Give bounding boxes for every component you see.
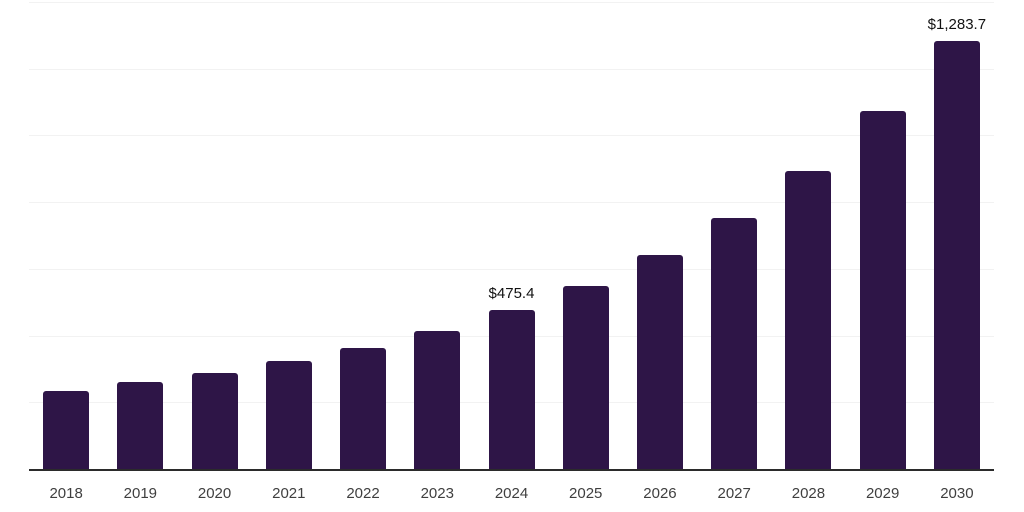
x-axis-line (29, 469, 994, 471)
bar-2023 (414, 330, 461, 469)
x-tick-label-2019: 2019 (123, 485, 158, 502)
x-tick-label-2022: 2022 (346, 485, 380, 502)
x-tick-label-2028: 2028 (791, 485, 826, 502)
x-tick-label-2025: 2025 (569, 485, 603, 502)
data-label-2024: $475.4 (488, 285, 535, 303)
x-tick-label-2021: 2021 (272, 485, 306, 502)
bar-2026 (636, 254, 683, 469)
bar-2027 (711, 217, 758, 469)
x-tick-label-2029: 2029 (865, 485, 900, 502)
x-tick-label-2026: 2026 (643, 485, 677, 502)
bar-2018 (43, 390, 90, 469)
bar-2028 (785, 171, 832, 469)
x-tick-label-2018: 2018 (49, 485, 83, 502)
gridline (29, 68, 994, 70)
gridline (29, 268, 994, 270)
gridline (29, 202, 994, 204)
x-axis-labels: 2018 2019 2020 2021 2022 2023 2024 2025 2026 2027… (29, 484, 994, 504)
bar-2022 (340, 347, 387, 469)
gridline (29, 2, 994, 3)
x-tick-label-2020: 2020 (197, 485, 232, 502)
plot-area: $475.4 $1,283.7 (29, 2, 994, 469)
x-tick-label-2030: 2030 (940, 485, 974, 502)
bar-2021 (265, 360, 312, 469)
x-tick-label-2024: 2024 (494, 485, 529, 502)
data-label-2030: $1,283.7 (927, 15, 987, 33)
gridline (29, 135, 994, 137)
bar-2025 (562, 285, 609, 469)
bar-2024 (488, 310, 535, 469)
x-tick-label-2023: 2023 (420, 485, 454, 502)
bar-2019 (117, 381, 164, 469)
bar-2030 (933, 40, 980, 469)
bar-2029 (859, 110, 906, 469)
bar-2020 (191, 372, 238, 469)
x-tick-label-2027: 2027 (717, 485, 751, 502)
